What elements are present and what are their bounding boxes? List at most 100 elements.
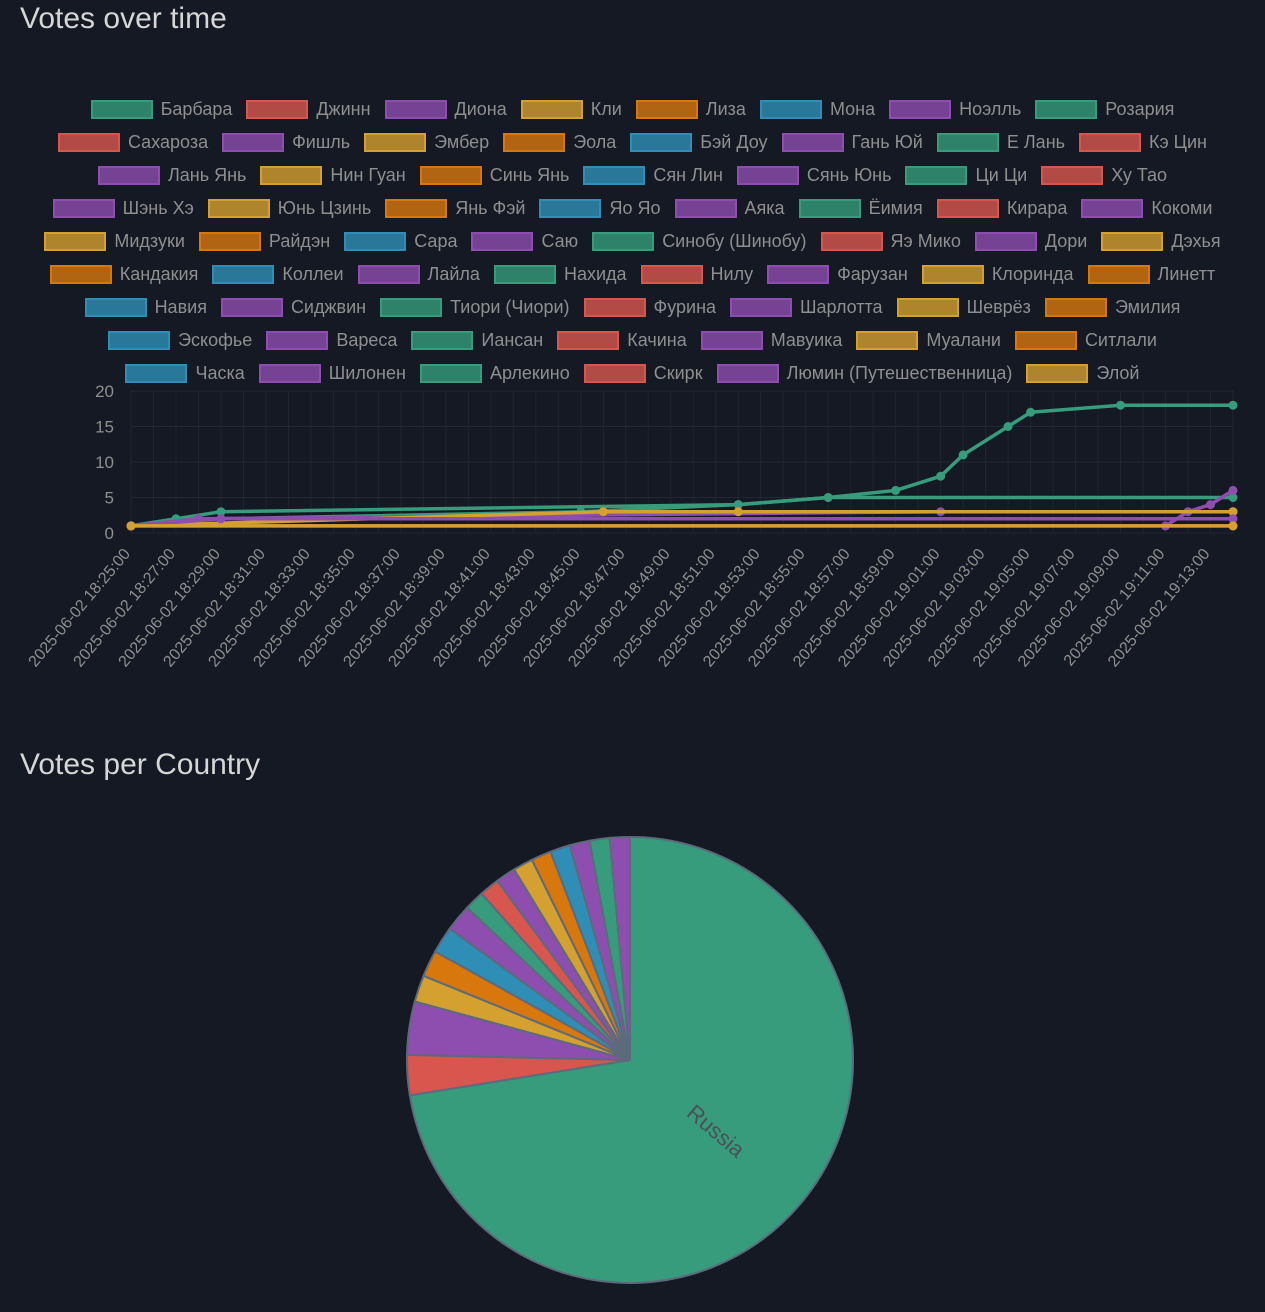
legend-item[interactable]: Нахида: [493, 264, 627, 285]
legend-item[interactable]: Лиза: [635, 99, 746, 120]
legend-item[interactable]: Бэй Доу: [630, 132, 768, 153]
legend-item[interactable]: Шарлотта: [730, 297, 883, 318]
legend-item[interactable]: Фишль: [222, 132, 350, 153]
legend-swatch: [222, 133, 285, 152]
legend-item[interactable]: Юнь Цзинь: [207, 198, 371, 219]
legend-item[interactable]: Вареса: [266, 330, 397, 351]
legend-item[interactable]: Гань Юй: [781, 132, 923, 153]
legend-item[interactable]: Шилонен: [258, 363, 406, 384]
legend-item[interactable]: Аяка: [674, 198, 785, 219]
legend-swatch: [1041, 166, 1104, 185]
pie-slice[interactable]: [608, 835, 631, 1061]
legend-item[interactable]: Янь Фэй: [385, 198, 525, 219]
legend-item[interactable]: Муалани: [856, 330, 1001, 351]
legend-item[interactable]: Клоринда: [921, 264, 1074, 285]
legend-item[interactable]: Ёимия: [798, 198, 923, 219]
legend-item[interactable]: Ху Тао: [1041, 165, 1167, 186]
data-point[interactable]: [216, 507, 226, 517]
legend-swatch: [820, 232, 883, 251]
legend-label: Мавуика: [770, 330, 843, 350]
legend-item[interactable]: Кокоми: [1081, 198, 1212, 219]
legend-item[interactable]: Лань Янь: [97, 165, 246, 186]
legend-item[interactable]: Дори: [974, 231, 1087, 252]
data-point[interactable]: [1228, 514, 1238, 524]
legend-item[interactable]: Дэхья: [1101, 231, 1221, 252]
legend-item[interactable]: Саю: [471, 231, 578, 252]
data-point[interactable]: [1003, 422, 1013, 431]
legend-item[interactable]: Райдэн: [198, 231, 330, 252]
data-point[interactable]: [1228, 493, 1238, 502]
data-point[interactable]: [958, 450, 968, 460]
legend-swatch: [49, 265, 112, 284]
legend-item[interactable]: Кли: [520, 99, 622, 120]
legend-item[interactable]: Кэ Цин: [1079, 132, 1207, 153]
legend-item[interactable]: Арлекино: [419, 363, 570, 384]
legend-item[interactable]: Нилу: [640, 264, 753, 285]
legend-item[interactable]: Эола: [503, 132, 616, 153]
legend-item[interactable]: Шэнь Хэ: [52, 198, 194, 219]
legend-item[interactable]: Сара: [344, 231, 457, 252]
legend-item[interactable]: Коллеи: [212, 264, 344, 285]
legend-item[interactable]: Синь Янь: [419, 165, 569, 186]
data-point[interactable]: [733, 500, 743, 510]
data-point[interactable]: [936, 471, 946, 481]
legend-item[interactable]: Сянь Юнь: [736, 165, 891, 186]
legend-swatch: [674, 199, 737, 218]
data-point[interactable]: [1026, 407, 1036, 417]
legend-item[interactable]: Лайла: [357, 264, 480, 285]
legend-item[interactable]: Джинн: [246, 99, 371, 120]
legend-item[interactable]: Фарузан: [767, 264, 908, 285]
legend-item[interactable]: Эскофье: [108, 330, 252, 351]
legend-item[interactable]: Мидзуки: [44, 231, 185, 252]
legend-item[interactable]: Диона: [384, 99, 507, 120]
data-point[interactable]: [1228, 521, 1238, 531]
data-point[interactable]: [598, 507, 608, 517]
data-point[interactable]: [1206, 500, 1216, 510]
legend-item[interactable]: Навия: [84, 297, 207, 318]
legend-swatch: [84, 298, 147, 317]
data-point[interactable]: [1228, 507, 1238, 517]
data-point[interactable]: [216, 514, 226, 524]
legend-item[interactable]: Линетт: [1087, 264, 1215, 285]
data-point[interactable]: [126, 521, 136, 531]
legend-item[interactable]: Сиджвин: [220, 297, 366, 318]
legend-item[interactable]: Скирк: [583, 363, 703, 384]
series-line: [130, 403, 1233, 528]
legend-swatch: [57, 133, 120, 152]
data-point[interactable]: [1116, 400, 1126, 410]
legend-item[interactable]: Часка: [125, 363, 245, 384]
legend-item[interactable]: Люмин (Путешественница): [716, 363, 1012, 384]
legend-item[interactable]: Тиори (Чиори): [380, 297, 570, 318]
legend-item[interactable]: Мона: [759, 99, 875, 120]
legend-item[interactable]: Фурина: [583, 297, 716, 318]
legend-item[interactable]: Синобу (Шинобу): [592, 231, 807, 252]
legend-item[interactable]: Шеврёз: [896, 297, 1031, 318]
legend-item[interactable]: Сахароза: [57, 132, 208, 153]
data-point[interactable]: [1228, 485, 1238, 495]
legend-item[interactable]: Е Лань: [936, 132, 1065, 153]
legend-item[interactable]: Элой: [1026, 363, 1140, 384]
legend-item[interactable]: Яо Яо: [539, 198, 661, 219]
legend-item[interactable]: Розария: [1035, 99, 1174, 120]
legend-item[interactable]: Ситлали: [1014, 330, 1157, 351]
data-point[interactable]: [733, 507, 743, 517]
legend-item[interactable]: Эмилия: [1044, 297, 1180, 318]
legend-item[interactable]: Кандакия: [49, 264, 198, 285]
legend-item[interactable]: Качина: [557, 330, 687, 351]
legend-item[interactable]: Ци Ци: [905, 165, 1027, 186]
legend-item[interactable]: Эмбер: [364, 132, 489, 153]
legend-item[interactable]: Нин Гуан: [260, 165, 406, 186]
legend-swatch: [767, 265, 830, 284]
legend-item[interactable]: Сян Лин: [583, 165, 723, 186]
legend-item[interactable]: Кирара: [936, 198, 1067, 219]
legend-item[interactable]: Иансан: [411, 330, 543, 351]
pie-slice[interactable]: [408, 835, 854, 1284]
data-point[interactable]: [891, 485, 901, 495]
legend-item[interactable]: Мавуика: [700, 330, 843, 351]
legend-label: Навия: [154, 297, 207, 317]
legend-item[interactable]: Ноэлль: [889, 99, 1021, 120]
legend-item[interactable]: Яэ Мико: [820, 231, 961, 252]
legend-item[interactable]: Барбара: [90, 99, 232, 120]
data-point[interactable]: [823, 493, 833, 502]
data-point[interactable]: [1228, 400, 1238, 410]
